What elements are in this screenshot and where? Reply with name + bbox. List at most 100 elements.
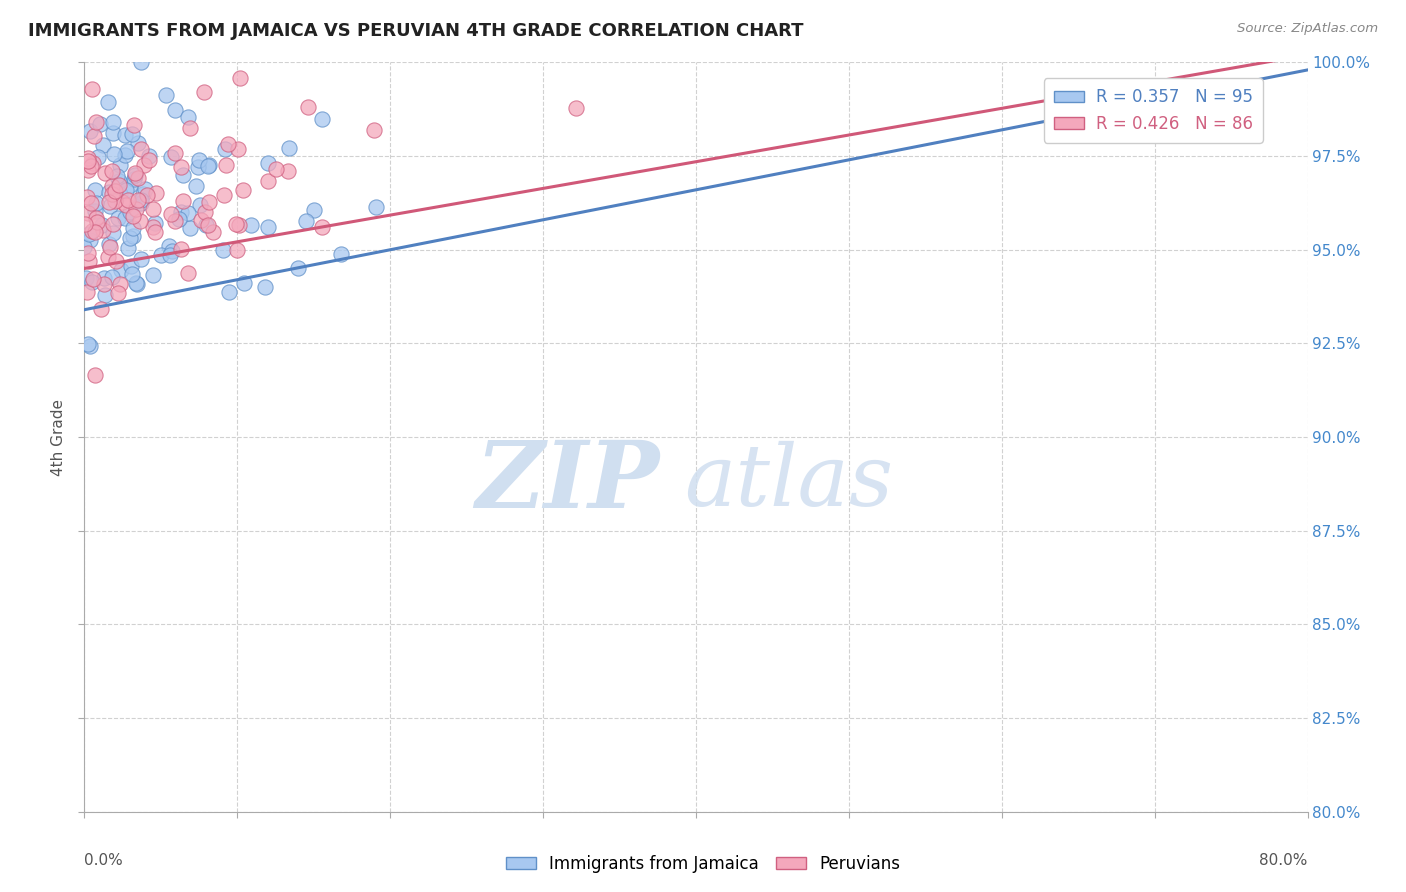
Point: [94, 287, 117, 301]
Point: [179, 120, 201, 135]
Text: ZIP: ZIP: [475, 437, 659, 527]
Point: [122, 118, 145, 132]
Point: [118, 205, 141, 219]
Point: [93, 223, 115, 237]
Point: [77, 253, 100, 268]
Point: [75, 271, 97, 285]
Text: atlas: atlas: [683, 441, 893, 524]
Point: [145, 186, 167, 200]
Point: [101, 126, 124, 140]
Point: [79, 233, 101, 247]
Point: [167, 211, 190, 226]
Point: [100, 178, 122, 193]
Point: [122, 220, 145, 235]
Point: [121, 229, 143, 244]
Point: [311, 220, 333, 235]
Point: [142, 268, 165, 282]
Point: [228, 218, 250, 232]
Point: [297, 101, 319, 115]
Point: [86, 114, 108, 128]
Point: [163, 145, 186, 160]
Point: [218, 285, 240, 299]
Point: [329, 246, 352, 260]
Point: [254, 280, 277, 294]
Point: [79, 339, 101, 353]
Point: [142, 219, 165, 234]
Point: [159, 248, 181, 262]
Point: [177, 110, 200, 124]
Point: [165, 213, 187, 227]
Point: [257, 174, 280, 188]
Point: [160, 150, 183, 164]
Point: [232, 276, 254, 290]
Point: [155, 88, 177, 103]
Point: [134, 158, 156, 172]
Legend: R = 0.357   N = 95, R = 0.426   N = 86: R = 0.357 N = 95, R = 0.426 N = 86: [1043, 78, 1263, 143]
Point: [564, 101, 586, 115]
Point: [104, 194, 127, 208]
Point: [188, 197, 211, 211]
Point: [84, 368, 107, 382]
Point: [117, 194, 139, 208]
Point: [79, 124, 101, 138]
Point: [177, 267, 200, 281]
Point: [197, 195, 219, 210]
Point: [287, 261, 309, 276]
Point: [86, 211, 108, 225]
Point: [115, 184, 138, 198]
Point: [93, 277, 115, 291]
Point: [278, 141, 301, 155]
Point: [90, 301, 112, 316]
Point: [124, 166, 146, 180]
Point: [77, 163, 100, 178]
Point: [98, 236, 121, 251]
Point: [97, 250, 120, 264]
Point: [120, 231, 142, 245]
Point: [80, 224, 103, 238]
Point: [264, 162, 287, 177]
Point: [101, 217, 124, 231]
Point: [76, 151, 98, 165]
Point: [165, 103, 187, 117]
Point: [84, 196, 107, 211]
Point: [110, 263, 132, 277]
Point: [226, 142, 249, 156]
Point: [105, 169, 128, 183]
Legend: Immigrants from Jamaica, Peruvians: Immigrants from Jamaica, Peruvians: [499, 848, 907, 880]
Point: [73, 217, 96, 231]
Point: [101, 187, 124, 202]
Point: [179, 221, 201, 235]
Text: 80.0%: 80.0%: [1260, 853, 1308, 868]
Point: [127, 170, 149, 185]
Point: [120, 260, 142, 274]
Point: [77, 206, 100, 220]
Point: [107, 285, 129, 300]
Point: [105, 253, 128, 268]
Point: [114, 211, 136, 226]
Point: [127, 277, 149, 291]
Point: [84, 225, 107, 239]
Point: [103, 146, 125, 161]
Point: [104, 185, 127, 199]
Point: [76, 285, 98, 299]
Point: [195, 218, 218, 232]
Point: [197, 159, 219, 173]
Point: [160, 244, 183, 258]
Point: [83, 128, 105, 143]
Point: [150, 248, 173, 262]
Point: [94, 166, 117, 180]
Point: [77, 246, 100, 260]
Text: IMMIGRANTS FROM JAMAICA VS PERUVIAN 4TH GRADE CORRELATION CHART: IMMIGRANTS FROM JAMAICA VS PERUVIAN 4TH …: [28, 22, 804, 40]
Point: [198, 158, 221, 172]
Point: [129, 196, 152, 211]
Point: [225, 217, 247, 231]
Point: [89, 117, 111, 131]
Point: [363, 122, 385, 136]
Point: [76, 154, 98, 169]
Point: [84, 203, 107, 218]
Point: [80, 82, 103, 96]
Point: [73, 240, 96, 254]
Point: [160, 207, 183, 221]
Point: [172, 194, 194, 209]
Point: [114, 128, 136, 142]
